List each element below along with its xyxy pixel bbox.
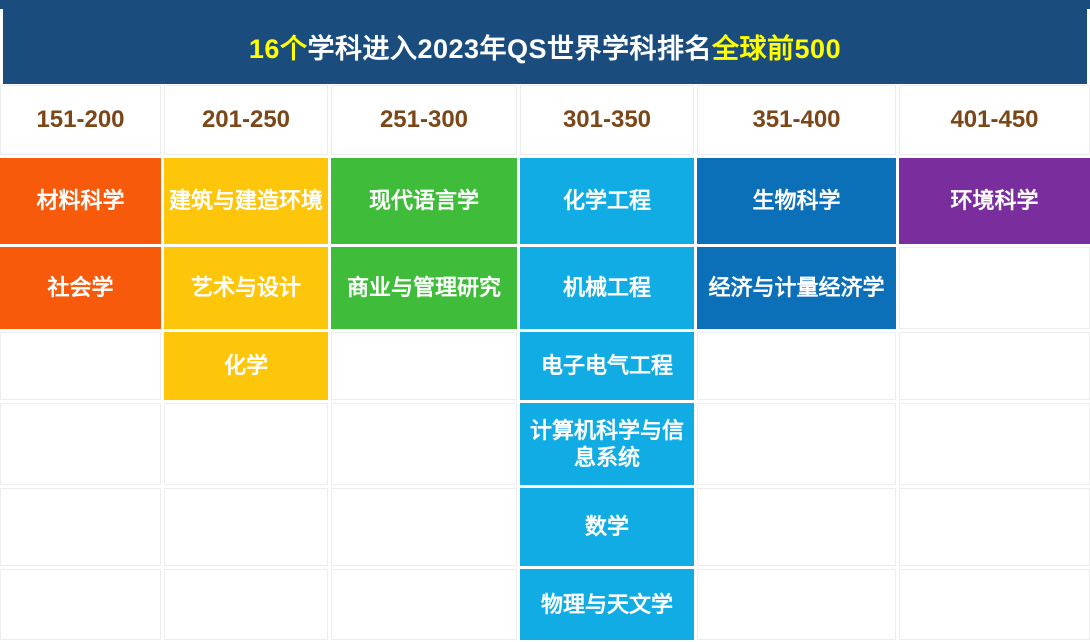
- empty-cell: [697, 488, 896, 566]
- empty-cell: [164, 569, 328, 640]
- empty-cell: [0, 403, 161, 485]
- subject-cell-environmental-sciences: 环境科学: [899, 158, 1090, 244]
- subject-cell-electrical-electronic-engineering: 电子电气工程: [520, 332, 694, 400]
- empty-cell: [899, 247, 1090, 329]
- empty-cell: [0, 488, 161, 566]
- subject-cell-computer-science-information-systems: 计算机科学与信息系统: [520, 403, 694, 485]
- subject-cell-materials-science: 材料科学: [0, 158, 161, 244]
- empty-cell: [331, 488, 517, 566]
- subject-cell-biological-sciences: 生物科学: [697, 158, 896, 244]
- empty-cell: [0, 569, 161, 640]
- subject-cell-sociology: 社会学: [0, 247, 161, 329]
- subject-cell-mathematics: 数学: [520, 488, 694, 566]
- page-title: 学科进入2023年QS世界学科排名: [307, 34, 713, 64]
- rank-header-151-200: 151-200: [0, 85, 161, 155]
- subject-cell-chemical-engineering: 化学工程: [520, 158, 694, 244]
- rank-header-201-250: 201-250: [164, 85, 328, 155]
- empty-cell: [899, 569, 1090, 640]
- rank-header-401-450: 401-450: [899, 85, 1090, 155]
- empty-cell: [331, 403, 517, 485]
- title-bar: 16个 学科进入2023年QS世界学科排名 全球前500: [3, 9, 1087, 84]
- ranking-grid: 151-200 201-250 251-300 301-350 351-400 …: [0, 85, 1090, 640]
- subject-cell-mechanical-engineering: 机械工程: [520, 247, 694, 329]
- empty-cell: [899, 403, 1090, 485]
- empty-cell: [164, 488, 328, 566]
- empty-cell: [331, 569, 517, 640]
- empty-cell: [899, 488, 1090, 566]
- subject-cell-chemistry: 化学: [164, 332, 328, 400]
- empty-cell: [697, 332, 896, 400]
- subject-cell-economics-econometrics: 经济与计量经济学: [697, 247, 896, 329]
- empty-cell: [697, 569, 896, 640]
- title-top-strip: [0, 0, 1090, 9]
- empty-cell: [0, 332, 161, 400]
- subject-cell-modern-languages: 现代语言学: [331, 158, 517, 244]
- empty-cell: [331, 332, 517, 400]
- subject-cell-art-design: 艺术与设计: [164, 247, 328, 329]
- subject-cell-physics-astronomy: 物理与天文学: [520, 569, 694, 640]
- rank-header-251-300: 251-300: [331, 85, 517, 155]
- empty-cell: [697, 403, 896, 485]
- title-highlight-prefix: 16个: [248, 34, 308, 64]
- empty-cell: [164, 403, 328, 485]
- rank-header-301-350: 301-350: [520, 85, 694, 155]
- title-highlight-suffix: 全球前500: [712, 34, 842, 64]
- subject-cell-architecture-built-environment: 建筑与建造环境: [164, 158, 328, 244]
- subject-cell-business-management: 商业与管理研究: [331, 247, 517, 329]
- empty-cell: [899, 332, 1090, 400]
- rank-header-351-400: 351-400: [697, 85, 896, 155]
